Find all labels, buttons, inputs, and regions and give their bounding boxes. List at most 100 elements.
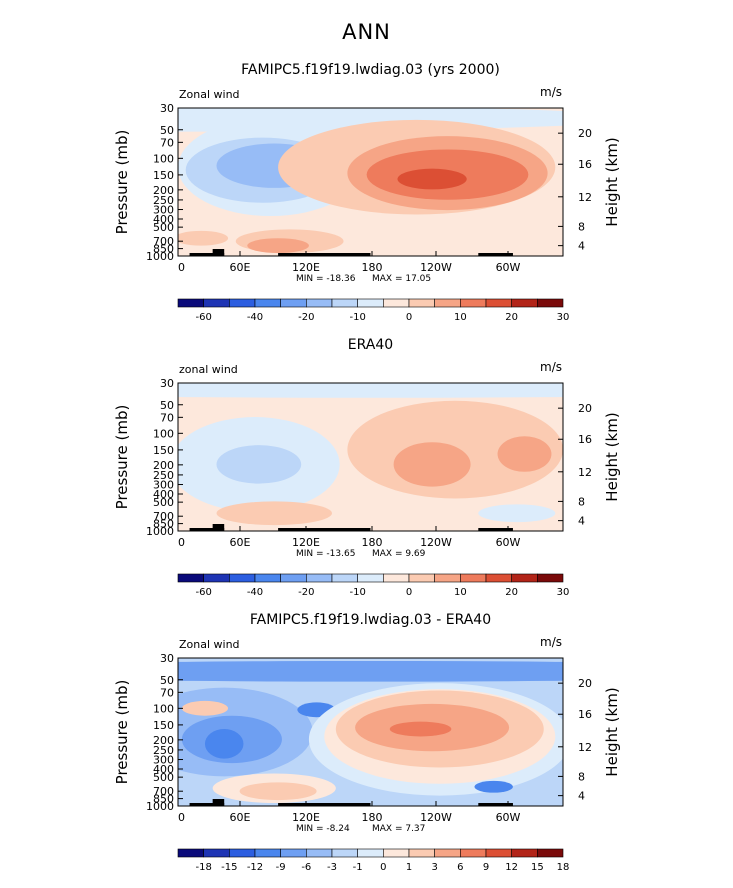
- min-label: MIN = -13.65: [296, 549, 355, 559]
- pressure-tick-label: 250: [153, 194, 174, 207]
- pressure-tick-label: 300: [153, 754, 174, 767]
- height-tick-label: 16: [578, 708, 592, 721]
- longitude-tick-label: 60W: [496, 536, 521, 549]
- contour-region: [393, 442, 471, 487]
- pressure-tick-label: 250: [153, 744, 174, 757]
- plot-frame: [177, 107, 564, 257]
- colorbar-box: [306, 848, 333, 858]
- colorbar-tick-label: -20: [298, 312, 314, 323]
- topography: [278, 528, 371, 531]
- pressure-tick-label: 50: [160, 399, 174, 412]
- colorbar-tick-label: 30: [557, 312, 570, 323]
- colorbar-box: [460, 298, 487, 308]
- plot-frame: [177, 657, 564, 807]
- colorbar-tick-label: 10: [454, 587, 467, 598]
- contour-region: [474, 780, 513, 793]
- colorbar-box: [408, 298, 435, 308]
- topography: [478, 803, 513, 806]
- panel-1: FAMIPC5.f19f19.lwdiag.03 (yrs 2000)Zonal…: [113, 62, 621, 323]
- colorbar-box: [408, 573, 435, 583]
- colorbar-box: [485, 848, 512, 858]
- colorbar-tick-label: -6: [301, 862, 311, 873]
- colorbar-tick-label: 20: [505, 587, 518, 598]
- height-tick-label: 12: [578, 741, 592, 754]
- colorbar-box: [485, 573, 512, 583]
- pressure-tick-label: 100: [153, 152, 174, 165]
- max-label: MAX = 7.37: [372, 824, 425, 834]
- colorbar-tick-label: -60: [195, 312, 211, 323]
- pressure-tick-label: 30: [160, 652, 174, 665]
- height-tick-label: 12: [578, 466, 592, 479]
- y-axis-title-left: Pressure (mb): [113, 405, 131, 510]
- y-axis-title-left: Pressure (mb): [113, 680, 131, 785]
- longitude-tick-label: 120W: [420, 261, 452, 274]
- variable-label: Zonal wind: [179, 638, 240, 651]
- pressure-tick-label: 1000: [146, 250, 174, 263]
- max-label: MAX = 9.69: [372, 549, 426, 559]
- units-label: m/s: [540, 360, 562, 374]
- contour-region: [247, 238, 309, 254]
- pressure-tick-label: 300: [153, 204, 174, 217]
- contour-field: [178, 658, 563, 806]
- longitude-tick-label: 180: [362, 261, 383, 274]
- pressure-tick-label: 1000: [146, 800, 174, 813]
- colorbar-tick-label: -18: [195, 862, 211, 873]
- pressure-tick-label: 400: [153, 488, 174, 501]
- pressure-tick-label: 200: [153, 184, 174, 197]
- longitude-tick-label: 60E: [230, 536, 251, 549]
- colorbar-tick-label: -60: [195, 587, 211, 598]
- min-label: MIN = -18.36: [296, 274, 356, 284]
- height-tick-label: 16: [578, 158, 592, 171]
- longitude-tick-label: 120W: [420, 811, 452, 824]
- pressure-tick-label: 30: [160, 377, 174, 390]
- height-tick-label: 8: [578, 220, 585, 233]
- colorbar-box: [177, 298, 204, 308]
- colorbar-box: [280, 298, 307, 308]
- height-tick-label: 16: [578, 433, 592, 446]
- colorbar-tick-label: -40: [247, 587, 263, 598]
- colorbar-tick-label: 10: [454, 312, 467, 323]
- pressure-tick-label: 850: [153, 243, 174, 256]
- colorbar-tick-label: 18: [557, 862, 570, 873]
- pressure-tick-label: 700: [153, 510, 174, 523]
- colorbar-tick-label: -10: [349, 312, 365, 323]
- pressure-tick-label: 700: [153, 785, 174, 798]
- variable-label: Zonal wind: [179, 88, 240, 101]
- panel-3: FAMIPC5.f19f19.lwdiag.03 - ERA40 Zonal wi…: [113, 612, 621, 873]
- colorbar-box: [306, 298, 333, 308]
- colorbar-tick-label: 9: [483, 862, 489, 873]
- topography: [212, 799, 225, 806]
- colorbar-box: [383, 298, 410, 308]
- colorbar-box: [485, 298, 512, 308]
- y-axis-title-left: Pressure (mb): [113, 130, 131, 235]
- panel-title: FAMIPC5.f19f19.lwdiag.03 (yrs 2000): [241, 62, 500, 78]
- colorbar-box: [408, 848, 435, 858]
- colorbar-tick-label: 0: [406, 312, 412, 323]
- colorbar-box: [383, 573, 410, 583]
- contour-region: [216, 445, 302, 484]
- pressure-tick-label: 500: [153, 771, 174, 784]
- colorbar-box: [306, 573, 333, 583]
- pressure-tick-label: 70: [160, 136, 174, 149]
- topography: [212, 249, 225, 256]
- longitude-tick-label: 60W: [496, 261, 521, 274]
- pressure-tick-label: 150: [153, 444, 174, 457]
- pressure-tick-label: 700: [153, 235, 174, 248]
- pressure-tick-label: 200: [153, 734, 174, 747]
- longitude-tick-label: 180: [362, 536, 383, 549]
- colorbar-box: [357, 298, 384, 308]
- contour-field: [178, 108, 563, 256]
- y-axis-title-right: Height (km): [603, 412, 621, 501]
- contour-region: [178, 230, 229, 246]
- colorbar-tick-label: 15: [531, 862, 544, 873]
- contour-region: [239, 782, 317, 801]
- pressure-tick-label: 50: [160, 124, 174, 137]
- contour-region: [181, 700, 229, 716]
- pressure-tick-label: 70: [160, 686, 174, 699]
- pressure-tick-label: 150: [153, 169, 174, 182]
- contour-region: [478, 504, 556, 523]
- height-tick-label: 4: [578, 790, 585, 803]
- panel-title: ERA40: [348, 337, 393, 353]
